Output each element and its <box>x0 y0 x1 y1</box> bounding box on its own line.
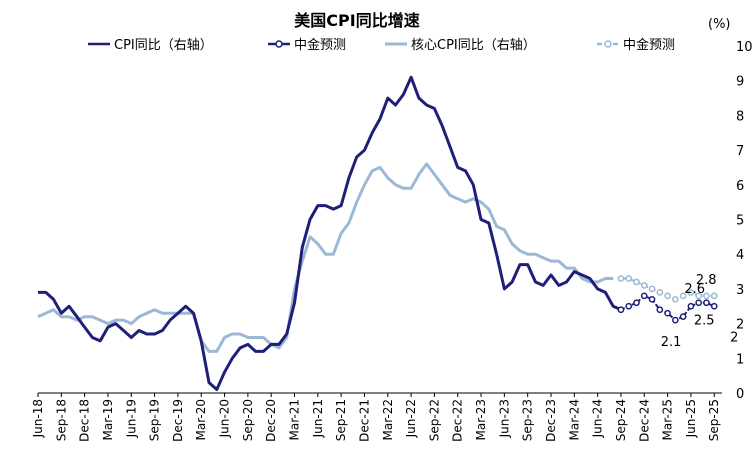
y-axis-unit: (%) <box>708 17 731 32</box>
x-tick-label: Dec-18 <box>78 399 92 442</box>
y-tick-label: 2 <box>736 318 744 333</box>
x-tick-label: Mar-22 <box>381 399 395 440</box>
x-tick-label: Mar-21 <box>288 399 302 440</box>
series-point-3 <box>656 289 664 296</box>
x-tick-label: Jun-20 <box>218 399 232 438</box>
x-tick-label: Jun-19 <box>124 399 138 438</box>
x-tick-label: Dec-24 <box>637 399 651 442</box>
x-tick-label: Mar-20 <box>194 399 208 440</box>
series-point-1 <box>617 306 625 314</box>
series-point-3 <box>710 292 718 300</box>
series-point-3 <box>617 275 625 282</box>
series-point-1 <box>695 299 703 307</box>
y-tick-label: 3 <box>736 283 744 298</box>
x-tick-label: Sep-22 <box>427 399 441 441</box>
x-tick-label: Sep-20 <box>241 399 255 441</box>
annotation-label: 2.6 <box>684 282 705 297</box>
y-tick-label: 0 <box>736 387 744 402</box>
y-tick-label: 1 <box>736 352 744 367</box>
chart-title: 美国CPI同比增速 <box>294 11 419 30</box>
series-line-0 <box>38 75 622 391</box>
series-point-3 <box>648 285 656 293</box>
series-point-3 <box>687 289 695 296</box>
annotation-label: 2.5 <box>694 313 715 328</box>
annotation-label: 2 <box>730 331 738 346</box>
annotation-label: 2.1 <box>661 335 682 350</box>
y-tick-label: 10 <box>736 40 753 55</box>
series-point-3 <box>640 282 648 289</box>
series-point-1 <box>672 316 679 324</box>
x-tick-label: Jun-24 <box>591 399 605 438</box>
series-line-2 <box>37 162 614 353</box>
y-tick-label: 6 <box>736 179 744 194</box>
x-tick-label: Sep-19 <box>148 399 162 441</box>
y-tick-label: 9 <box>736 75 744 90</box>
series-point-3 <box>664 292 671 300</box>
legend-label: 中金预测 <box>294 37 346 53</box>
x-tick-label: Mar-25 <box>661 399 675 440</box>
x-tick-label: Sep-18 <box>54 399 68 441</box>
x-tick-label: Sep-24 <box>614 399 628 441</box>
x-tick-label: Jun-21 <box>311 399 325 438</box>
series-point-1 <box>664 309 671 317</box>
series-point-1 <box>633 299 640 307</box>
series-point-1 <box>679 313 687 321</box>
series-point-1 <box>703 299 710 307</box>
plot-area <box>37 75 718 391</box>
x-tick-label: Sep-25 <box>707 399 721 441</box>
x-tick-label: Jun-22 <box>404 399 418 438</box>
series-point-1 <box>710 302 718 310</box>
x-tick-label: Jun-23 <box>497 399 511 438</box>
x-tick-label: Dec-21 <box>357 399 371 442</box>
y-tick-label: 5 <box>736 214 744 229</box>
series-point-3 <box>679 292 687 300</box>
series-point-3 <box>672 295 679 303</box>
series-point-1 <box>656 306 664 314</box>
axes: 0 1 2 3 4 5 6 7 8 9 10 Jun-18 Sep-18 Dec-18 Mar-19 Jun-… <box>31 40 753 442</box>
legend: CPI同比（右轴） 中金预测 核心CPI同比（右轴） 中金预测 <box>88 37 675 53</box>
series-point-1 <box>648 295 656 303</box>
legend-label: 中金预测 <box>623 37 675 53</box>
series-point-3 <box>695 292 703 300</box>
y-tick-label: 7 <box>736 144 744 159</box>
legend-label: 核心CPI同比（右轴） <box>411 38 536 53</box>
x-tick-label: Dec-23 <box>544 399 558 442</box>
annotations: 2.62.8 2.5 2 2.1 <box>661 273 739 350</box>
series-point-3 <box>703 292 710 300</box>
x-tick-label: Mar-23 <box>474 399 488 440</box>
annotation-label: 2.8 <box>696 273 717 288</box>
x-tick-label: Sep-23 <box>521 399 535 441</box>
x-tick-label: Jun-18 <box>31 399 45 438</box>
x-tick-label: Dec-19 <box>171 399 185 442</box>
y-tick-label: 8 <box>736 109 744 124</box>
x-tick-label: Jun-25 <box>684 399 698 438</box>
x-tick-label: Mar-19 <box>101 399 115 440</box>
y-tick-label: 4 <box>736 248 744 263</box>
x-tick-label: Sep-21 <box>334 399 348 441</box>
x-tick-label: Dec-22 <box>451 399 465 442</box>
series-point-3 <box>633 278 640 286</box>
series-point-3 <box>625 275 633 282</box>
x-tick-label: Mar-24 <box>567 399 581 440</box>
series-point-1 <box>687 302 695 310</box>
series-point-1 <box>640 292 648 300</box>
x-tick-label: Dec-20 <box>264 399 278 442</box>
legend-marker <box>604 40 612 48</box>
legend-label: CPI同比（右轴） <box>114 38 213 53</box>
legend-marker <box>275 40 283 48</box>
series-point-1 <box>625 302 633 310</box>
